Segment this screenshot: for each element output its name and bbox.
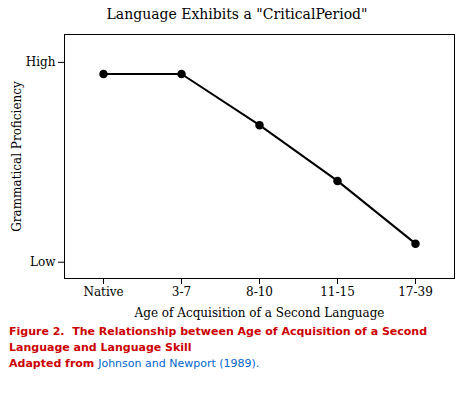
svg-text:Grammatical Proficiency: Grammatical Proficiency xyxy=(10,81,24,232)
svg-text:Low: Low xyxy=(30,255,56,269)
svg-text:Age of Acquisition of a Second: Age of Acquisition of a Second Language xyxy=(134,306,385,320)
svg-text:Native: Native xyxy=(83,285,123,299)
html-text:Adapted from Johnson and Newpo: Adapted from Johnson and Newport (1989). xyxy=(9,357,260,370)
svg-text:11-15: 11-15 xyxy=(320,285,355,299)
html-text:Figure 2. The Relationship bet: Figure 2. The Relationship between Age o… xyxy=(9,325,428,338)
svg-text:8-10: 8-10 xyxy=(246,285,273,299)
html-text:Language and Language Skill: Language and Language Skill xyxy=(9,341,192,354)
html-text:Language Exhibits a "CriticalP: Language Exhibits a "CriticalPeriod" xyxy=(106,6,368,22)
svg-text:17-39: 17-39 xyxy=(398,285,433,299)
svg-text:3-7: 3-7 xyxy=(172,285,191,299)
svg-text:High: High xyxy=(26,55,56,69)
